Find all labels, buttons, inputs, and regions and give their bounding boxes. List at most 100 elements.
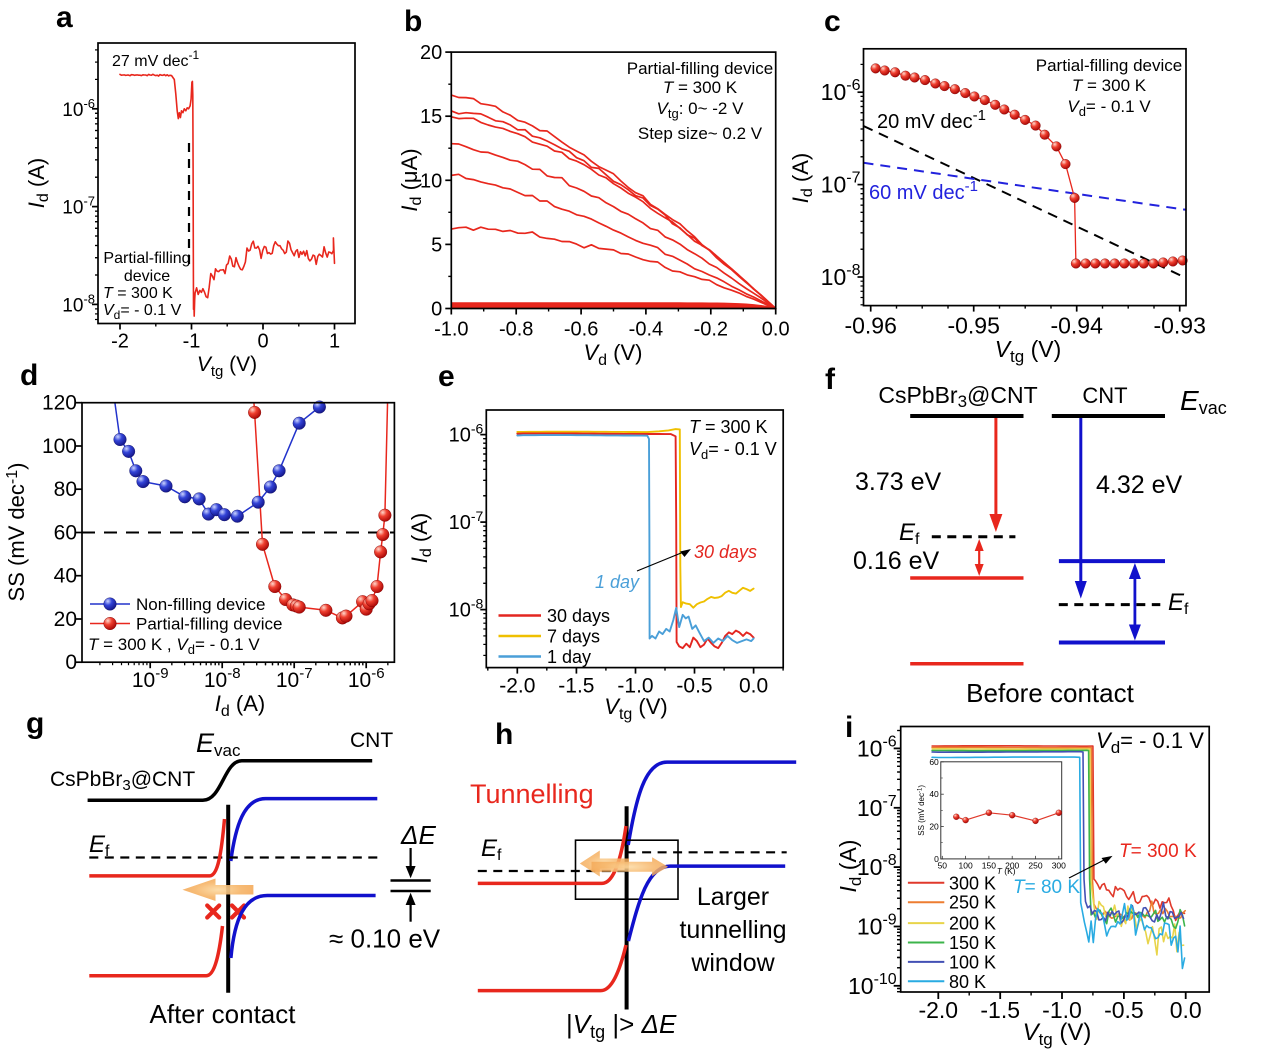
- svg-text:-0.95: -0.95: [947, 313, 999, 339]
- svg-text:27 mV dec-1: 27 mV dec-1: [112, 48, 199, 70]
- svg-text:Non-filling device: Non-filling device: [136, 595, 265, 614]
- svg-text:0: 0: [934, 854, 939, 864]
- svg-text:-0.94: -0.94: [1050, 313, 1103, 339]
- svg-text:80 K: 80 K: [949, 972, 986, 992]
- svg-text:-1.5: -1.5: [558, 675, 594, 698]
- svg-text:-0.5: -0.5: [1104, 997, 1144, 1023]
- svg-text:Before contact: Before contact: [966, 678, 1134, 708]
- svg-text:40: 40: [929, 789, 939, 799]
- svg-text:100: 100: [959, 860, 973, 870]
- svg-text:10-6: 10-6: [348, 665, 385, 692]
- svg-text:10-9: 10-9: [857, 912, 897, 940]
- svg-text:CNT: CNT: [350, 729, 393, 752]
- svg-text:7 days: 7 days: [547, 627, 600, 647]
- svg-text:T= 80 K: T= 80 K: [1013, 877, 1080, 898]
- svg-text:T = 300 K: T = 300 K: [1072, 76, 1147, 95]
- svg-text:-0.93: -0.93: [1153, 313, 1205, 339]
- svg-text:20: 20: [54, 608, 77, 631]
- svg-text:40: 40: [54, 565, 77, 588]
- svg-text:60: 60: [54, 522, 77, 545]
- svg-text:ΔE: ΔE: [400, 820, 436, 850]
- svg-text:Vtg (V): Vtg (V): [1023, 1019, 1092, 1049]
- svg-text:tunnelling: tunnelling: [679, 916, 786, 944]
- svg-text:Ef: Ef: [1168, 589, 1189, 618]
- svg-text:Id (A): Id (A): [835, 840, 865, 893]
- svg-text:Vd= - 0.1 V: Vd= - 0.1 V: [1067, 97, 1151, 119]
- svg-text:-0.2: -0.2: [694, 319, 728, 341]
- svg-text:CNT: CNT: [1082, 383, 1127, 408]
- svg-text:20 mV dec-1: 20 mV dec-1: [877, 107, 986, 133]
- svg-text:SS (mV dec-1): SS (mV dec-1): [917, 785, 926, 836]
- svg-text:-2.0: -2.0: [918, 997, 958, 1023]
- svg-text:150 K: 150 K: [949, 933, 996, 953]
- svg-text:-0.5: -0.5: [676, 675, 712, 698]
- svg-text:15: 15: [420, 106, 442, 128]
- svg-text:0.0: 0.0: [762, 319, 790, 341]
- svg-text:Vd= - 0.1 V: Vd= - 0.1 V: [1096, 728, 1204, 757]
- svg-text:20: 20: [420, 42, 442, 64]
- svg-text:Ef: Ef: [89, 831, 110, 860]
- svg-text:T= 300 K: T= 300 K: [1119, 841, 1197, 862]
- svg-text:Evac: Evac: [196, 728, 241, 760]
- svg-text:a: a: [56, 1, 73, 34]
- svg-text:T = 300 K: T = 300 K: [663, 78, 738, 97]
- svg-text:window: window: [690, 949, 775, 977]
- svg-text:Larger: Larger: [697, 883, 769, 911]
- svg-text:10-10: 10-10: [848, 971, 897, 999]
- svg-text:Ef: Ef: [899, 519, 920, 548]
- svg-text:0: 0: [257, 331, 268, 353]
- svg-text:60: 60: [929, 757, 939, 767]
- svg-text:Vtg: 0~ -2 V: Vtg: 0~ -2 V: [657, 99, 745, 121]
- svg-text:-1.5: -1.5: [980, 997, 1020, 1023]
- svg-text:20: 20: [929, 822, 939, 832]
- svg-text:0: 0: [65, 651, 77, 674]
- svg-text:Step size~ 0.2 V: Step size~ 0.2 V: [638, 124, 763, 143]
- svg-text:3.73 eV: 3.73 eV: [855, 468, 942, 496]
- svg-text:Id (A): Id (A): [215, 691, 265, 720]
- svg-text:T (K): T (K): [997, 866, 1016, 876]
- svg-text:Partial-filling device: Partial-filling device: [136, 615, 282, 634]
- svg-text:1 day: 1 day: [595, 572, 640, 592]
- svg-text:150: 150: [982, 860, 996, 870]
- svg-text:T = 300 K , Vd= - 0.1 V: T = 300 K , Vd= - 0.1 V: [88, 635, 260, 657]
- svg-text:100: 100: [42, 435, 77, 458]
- svg-text:-0.4: -0.4: [629, 319, 663, 341]
- svg-text:4.32 eV: 4.32 eV: [1096, 471, 1183, 499]
- svg-text:300: 300: [1052, 860, 1066, 870]
- svg-text:Vd= - 0.1 V: Vd= - 0.1 V: [103, 302, 182, 322]
- svg-text:d: d: [20, 359, 38, 392]
- svg-text:0.0: 0.0: [1170, 997, 1202, 1023]
- svg-text:-0.6: -0.6: [564, 319, 598, 341]
- svg-text:Partial-filling device: Partial-filling device: [1036, 56, 1182, 75]
- svg-text:T = 300 K: T = 300 K: [689, 417, 768, 437]
- svg-text:30 days: 30 days: [694, 542, 757, 562]
- svg-text:Id (μA): Id (μA): [397, 148, 425, 211]
- svg-text:-2: -2: [111, 331, 129, 353]
- svg-text:300 K: 300 K: [949, 873, 996, 893]
- svg-text:60 mV dec-1: 60 mV dec-1: [869, 178, 978, 204]
- svg-text:0.16 eV: 0.16 eV: [853, 547, 940, 575]
- svg-text:i: i: [845, 711, 853, 744]
- svg-text:250 K: 250 K: [949, 893, 996, 913]
- svg-text:5: 5: [431, 234, 442, 256]
- svg-text:c: c: [824, 5, 841, 38]
- svg-text:Vtg (V): Vtg (V): [995, 336, 1062, 366]
- svg-text:0: 0: [431, 299, 442, 321]
- svg-text:-1.0: -1.0: [434, 319, 468, 341]
- svg-text:50: 50: [938, 860, 948, 870]
- svg-text:Id (A): Id (A): [788, 153, 816, 203]
- svg-text:120: 120: [42, 392, 77, 415]
- svg-text:Vd (V): Vd (V): [583, 340, 642, 369]
- svg-text:h: h: [495, 718, 513, 751]
- svg-text:Vd= - 0.1 V: Vd= - 0.1 V: [689, 439, 777, 462]
- svg-text:Vtg (V): Vtg (V): [604, 694, 667, 723]
- svg-text:-0.96: -0.96: [844, 313, 896, 339]
- svg-text:Id (A): Id (A): [24, 158, 52, 208]
- svg-text:Partial-filling device: Partial-filling device: [627, 59, 773, 78]
- svg-text:SS (mV dec-1): SS (mV dec-1): [4, 463, 29, 602]
- svg-text:200 K: 200 K: [949, 914, 996, 934]
- svg-text:g: g: [26, 707, 44, 740]
- svg-text:1 day: 1 day: [547, 647, 591, 667]
- svg-text:|Vtg |> ΔE: |Vtg |> ΔE: [566, 1009, 677, 1042]
- svg-text:T = 300 K: T = 300 K: [103, 285, 173, 302]
